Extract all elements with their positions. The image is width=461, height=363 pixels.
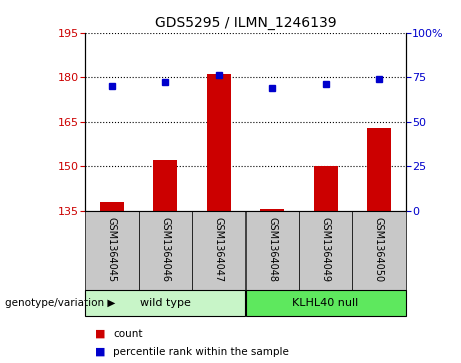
Text: GSM1364045: GSM1364045 xyxy=(107,217,117,282)
Text: GSM1364046: GSM1364046 xyxy=(160,217,171,282)
Bar xyxy=(100,201,124,211)
Text: count: count xyxy=(113,329,142,339)
Text: GSM1364047: GSM1364047 xyxy=(214,217,224,282)
Text: ■: ■ xyxy=(95,347,105,357)
Text: KLHL40 null: KLHL40 null xyxy=(292,298,359,308)
Text: GSM1364050: GSM1364050 xyxy=(374,217,384,282)
Bar xyxy=(154,160,177,211)
Bar xyxy=(367,127,391,211)
Bar xyxy=(313,166,337,211)
Text: genotype/variation ▶: genotype/variation ▶ xyxy=(5,298,115,308)
Bar xyxy=(139,211,192,290)
Bar xyxy=(260,209,284,211)
Text: percentile rank within the sample: percentile rank within the sample xyxy=(113,347,289,357)
Bar xyxy=(85,290,245,316)
Bar xyxy=(207,74,231,211)
Bar xyxy=(299,211,352,290)
Text: ■: ■ xyxy=(95,329,105,339)
Text: GSM1364048: GSM1364048 xyxy=(267,217,277,282)
Title: GDS5295 / ILMN_1246139: GDS5295 / ILMN_1246139 xyxy=(155,16,336,30)
Text: GSM1364049: GSM1364049 xyxy=(320,217,331,282)
Text: wild type: wild type xyxy=(140,298,191,308)
Bar xyxy=(352,211,406,290)
Bar xyxy=(85,211,139,290)
Bar xyxy=(246,290,406,316)
Bar xyxy=(192,211,245,290)
Bar xyxy=(246,211,299,290)
